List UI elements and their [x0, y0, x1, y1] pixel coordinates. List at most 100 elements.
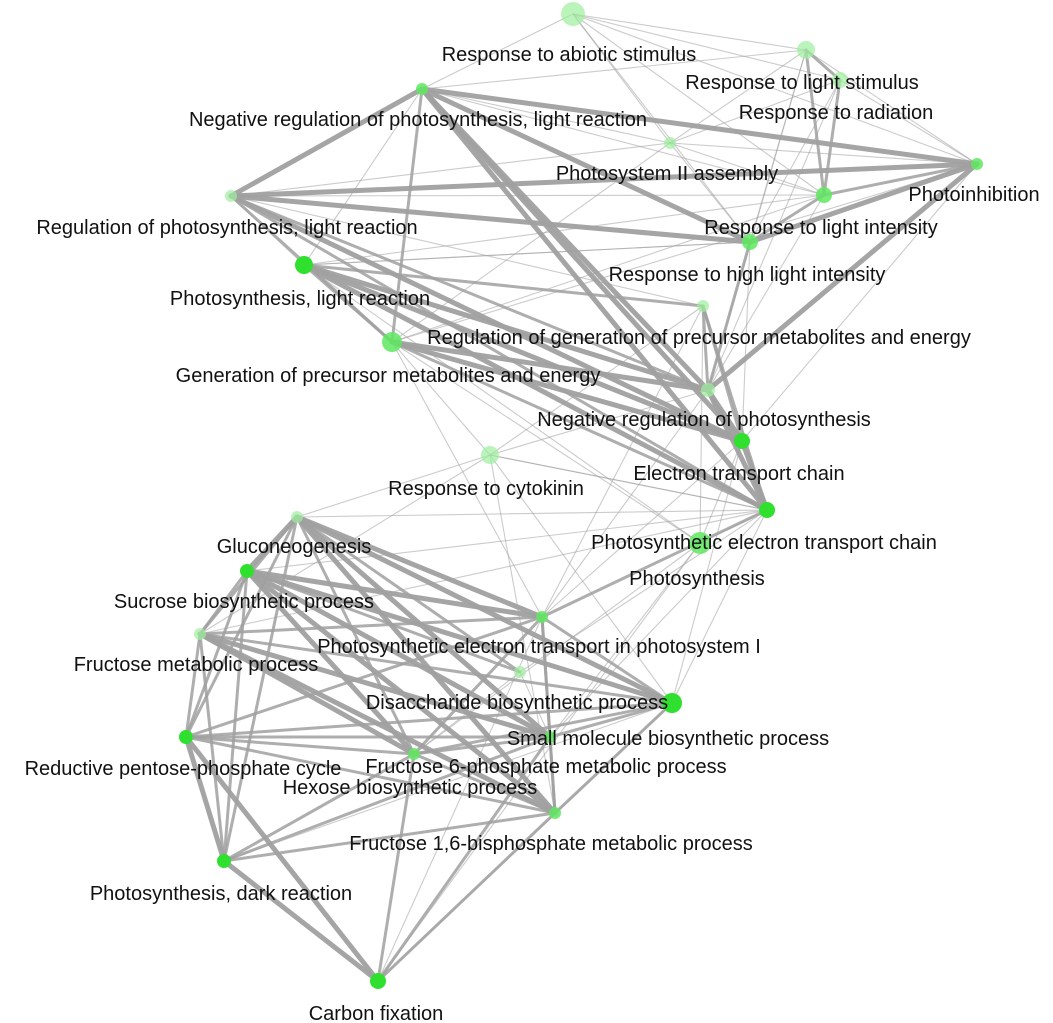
- node-gen_precursor[interactable]: [382, 332, 402, 352]
- node-light_intensity[interactable]: [816, 187, 832, 203]
- edge-reg_ps_lr-ps_etc: [229, 194, 769, 512]
- nodes-layer: [179, 2, 983, 989]
- edge-photoinhibition-psii: [669, 142, 978, 165]
- edge-sucrose-rpp_cycle: [184, 569, 249, 739]
- node-etc[interactable]: [734, 433, 750, 449]
- edge-ps_lr-neg_reg_ps: [301, 262, 711, 393]
- edge-reg_ps_lr-psii: [230, 142, 671, 197]
- edge-reg_ps_lr-high_light: [228, 193, 753, 245]
- node-label-abiotic: Response to abiotic stimulus: [442, 44, 697, 66]
- node-label-ps_dark: Photosynthesis, dark reaction: [90, 883, 352, 905]
- edges-layer: [183, 13, 980, 984]
- edge-rpp_cycle-hexose: [184, 735, 416, 756]
- node-gluconeogenesis[interactable]: [291, 511, 303, 523]
- edge-disaccharide-hexose: [413, 671, 521, 755]
- node-label-gen_precursor: Generation of precursor metabolites and …: [176, 365, 601, 387]
- edge-light_stim-psii: [669, 49, 807, 144]
- edge-photoinhibition-radiation: [839, 79, 978, 165]
- edge-etc-small_molecule: [671, 440, 743, 704]
- edge-ps_et_psi-hexose: [412, 615, 544, 756]
- edge-gluconeogenesis-f16bp: [294, 514, 558, 816]
- node-psii[interactable]: [664, 137, 676, 149]
- edge-abiotic-psii: [572, 13, 671, 144]
- node-small_molecule[interactable]: [662, 693, 682, 713]
- node-carbon_fixation[interactable]: [370, 973, 386, 989]
- edge-carbon_fixation-hexose: [376, 752, 416, 983]
- edge-photoinhibition-high_light: [747, 161, 980, 245]
- node-high_light[interactable]: [742, 234, 758, 250]
- edge-ps_etc-gluconeogenesis: [296, 509, 768, 518]
- node-disaccharide[interactable]: [514, 666, 526, 678]
- edge-photoinhibition-neg_reg_ps: [705, 161, 980, 393]
- edge-sucrose-f6p: [244, 568, 553, 740]
- node-label-f6p: Fructose 6-phosphate metabolic process: [365, 756, 726, 778]
- node-photoinhibition[interactable]: [971, 158, 983, 170]
- edge-fructose_met-ps_dark: [198, 632, 226, 863]
- edge-neg_reg_ps_lr-abiotic: [421, 13, 574, 90]
- edge-abiotic-radiation: [572, 13, 841, 81]
- edge-neg_reg_ps_lr-high_light: [419, 86, 753, 245]
- edge-ps_dark-f16bp: [222, 811, 557, 863]
- edge-ps_lr-light_intensity: [303, 194, 825, 266]
- edge-reg_gen_precursor-photosynthesis: [699, 305, 704, 544]
- node-ps_lr[interactable]: [295, 256, 313, 274]
- node-label-reg_gen_precursor: Regulation of generation of precursor me…: [427, 327, 971, 349]
- edge-cytokinin-f16bp: [489, 454, 556, 814]
- edge-f6p-f16bp: [548, 735, 557, 815]
- edge-ps_etc-fructose_met: [199, 509, 768, 635]
- edge-sucrose-disaccharide: [245, 569, 522, 674]
- node-abiotic[interactable]: [561, 2, 585, 26]
- edge-ps_et_psi-rpp_cycle: [184, 615, 544, 739]
- node-f16bp[interactable]: [549, 807, 561, 819]
- node-radiation[interactable]: [832, 72, 848, 88]
- node-ps_et_psi[interactable]: [536, 611, 548, 623]
- edge-light_intensity-neg_reg_ps: [707, 194, 825, 391]
- edge-cytokinin-neg_reg_ps: [489, 389, 709, 456]
- node-reg_gen_precursor[interactable]: [697, 300, 709, 312]
- node-sucrose[interactable]: [240, 564, 254, 578]
- edge-ps_etc-photosynthesis: [699, 509, 768, 544]
- edge-ps_lr-high_light: [303, 241, 751, 266]
- edge-photoinhibition-etc: [741, 163, 978, 442]
- edge-fructose_met-f6p: [197, 631, 553, 740]
- edge-gen_precursor-ps_et_psi: [391, 341, 543, 618]
- node-f6p[interactable]: [544, 731, 556, 743]
- edge-gluconeogenesis-hexose: [295, 515, 416, 756]
- node-neg_reg_ps_lr[interactable]: [416, 83, 428, 95]
- node-ps_etc[interactable]: [759, 502, 775, 518]
- node-fructose_met[interactable]: [194, 628, 206, 640]
- node-label-photoinhibition: Photoinhibition: [908, 184, 1039, 206]
- edge-ps_etc-f6p: [549, 509, 768, 738]
- edge-radiation-psii: [669, 79, 841, 144]
- edge-gen_precursor-photosynthesis: [391, 341, 701, 544]
- edge-ps_etc-sucrose: [246, 509, 768, 572]
- node-label-hexose: Hexose biosynthetic process: [283, 777, 538, 799]
- edge-ps_et_psi-small_molecule: [540, 615, 674, 705]
- edge-photosynthesis-carbon_fixation: [377, 542, 701, 982]
- edge-high_light-abiotic: [572, 13, 751, 243]
- node-label-etc: Electron transport chain: [633, 463, 844, 485]
- node-label-disaccharide: Disaccharide biosynthetic process: [366, 692, 668, 714]
- node-label-radiation: Response to radiation: [739, 102, 934, 124]
- node-photosynthesis[interactable]: [689, 532, 711, 554]
- node-neg_reg_ps[interactable]: [701, 383, 715, 397]
- edge-high_light-light_intensity: [748, 193, 826, 244]
- node-light_stim[interactable]: [797, 41, 815, 59]
- edge-ps_lr-etc: [301, 262, 745, 444]
- edge-ps_lr-photosynthesis: [303, 264, 701, 544]
- node-hexose[interactable]: [408, 748, 420, 760]
- edge-ps_lr-reg_gen_precursor: [302, 263, 705, 308]
- edge-photoinhibition-light_stim: [805, 49, 978, 165]
- node-label-ps_lr: Photosynthesis, light reaction: [170, 288, 430, 310]
- edge-fructose_met-ps_et_psi: [198, 615, 544, 636]
- edge-small_molecule-hexose: [412, 701, 674, 756]
- node-label-carbon_fixation: Carbon fixation: [309, 1003, 444, 1023]
- node-rpp_cycle[interactable]: [179, 730, 193, 744]
- edge-rpp_cycle-f16bp: [184, 735, 557, 815]
- node-ps_dark[interactable]: [217, 854, 231, 868]
- node-label-neg_reg_ps: Negative regulation of photosynthesis: [537, 409, 871, 431]
- node-cytokinin[interactable]: [481, 446, 499, 464]
- node-reg_ps_lr[interactable]: [225, 190, 237, 202]
- node-label-high_light: Response to high light intensity: [609, 264, 886, 286]
- edge-ps_lr-ps_etc: [301, 262, 770, 513]
